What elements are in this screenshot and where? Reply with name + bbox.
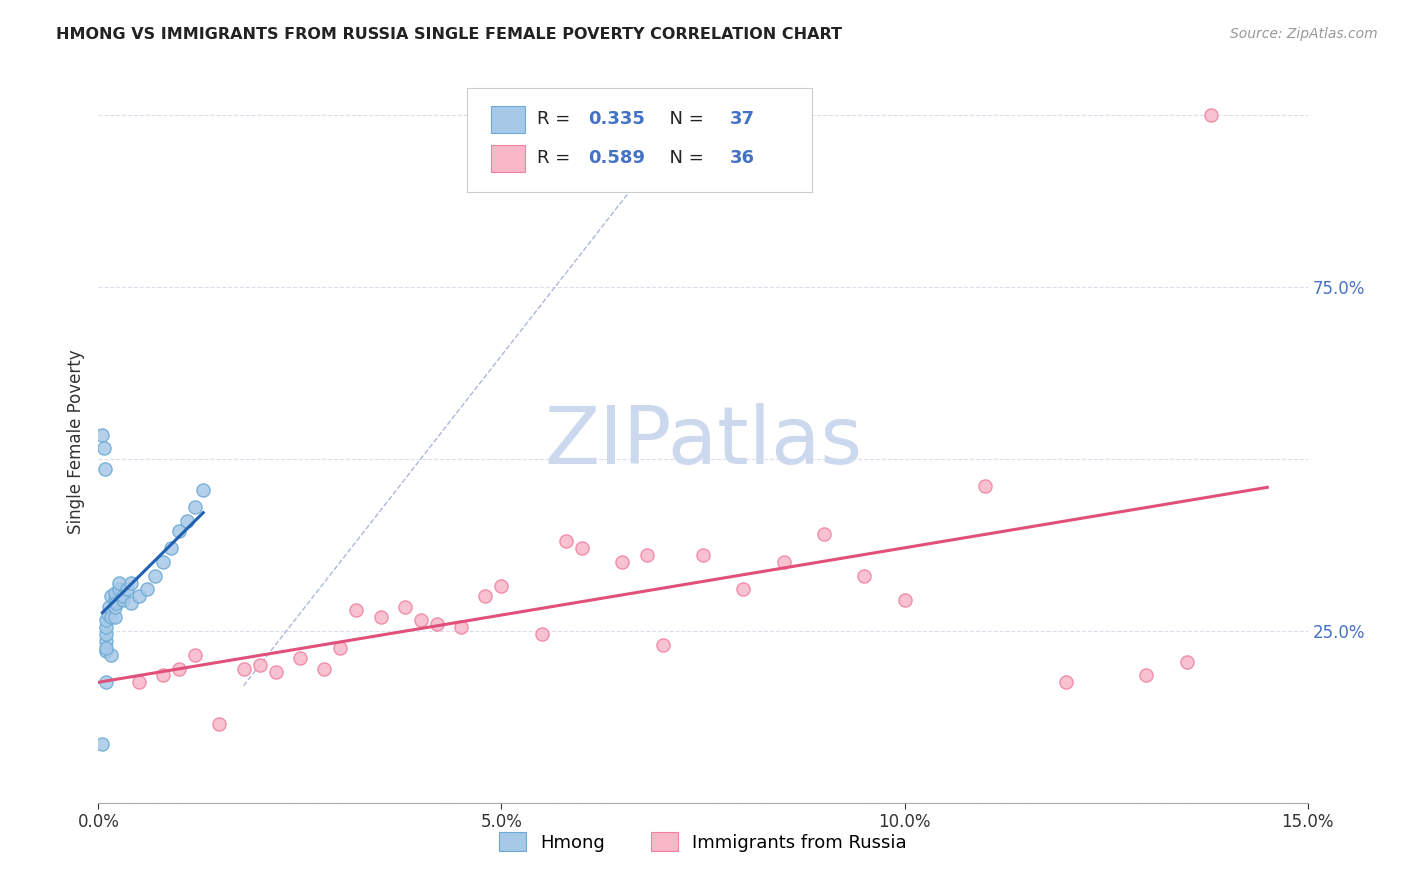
Text: R =: R = (537, 149, 576, 168)
Point (853, 568, 876, 582)
Point (249, 658, 271, 673)
Point (111, 590, 134, 604)
Point (120, 575, 142, 590)
Point (288, 651, 311, 665)
Point (107, 575, 129, 590)
Point (96, 634, 118, 648)
Point (651, 638, 673, 652)
Point (491, 579, 513, 593)
Point (636, 548, 658, 562)
Point (115, 582, 138, 597)
Point (97, 599, 120, 614)
Point (152, 555, 174, 569)
Point (612, 555, 634, 569)
Text: N =: N = (658, 111, 710, 128)
FancyBboxPatch shape (467, 87, 811, 193)
Point (96, 644, 118, 658)
Point (692, 548, 714, 562)
Point (426, 616, 449, 631)
FancyBboxPatch shape (492, 145, 526, 172)
Point (974, 479, 997, 493)
Point (94, 462, 117, 476)
Text: HMONG VS IMMIGRANTS FROM RUSSIA SINGLE FEMALE POVERTY CORRELATION CHART: HMONG VS IMMIGRANTS FROM RUSSIA SINGLE F… (56, 27, 842, 42)
Point (184, 500, 207, 514)
Point (96, 614, 118, 628)
Point (1054, 675, 1077, 690)
Point (394, 599, 416, 614)
Point (93, 442, 115, 456)
Point (184, 648, 207, 662)
Point (91, 427, 114, 442)
Point (193, 483, 215, 497)
Point (208, 716, 231, 731)
Point (96, 620, 118, 634)
Point (450, 620, 472, 634)
Point (128, 590, 150, 604)
Point (107, 582, 129, 597)
Point (264, 665, 287, 679)
Text: 36: 36 (730, 149, 755, 168)
Point (409, 614, 432, 628)
Point (103, 610, 125, 624)
Y-axis label: Single Female Poverty: Single Female Poverty (66, 350, 84, 533)
Point (96, 675, 118, 690)
Text: 0.589: 0.589 (588, 149, 645, 168)
Point (232, 662, 254, 676)
Point (103, 586, 125, 600)
Point (370, 610, 392, 624)
Point (1135, 668, 1157, 682)
Text: ZIPatlas: ZIPatlas (544, 402, 862, 481)
Point (772, 555, 794, 569)
Point (813, 527, 835, 541)
Point (103, 592, 125, 607)
Point (100, 648, 122, 662)
Legend: Hmong, Immigrants from Russia: Hmong, Immigrants from Russia (492, 825, 914, 859)
Point (733, 582, 755, 597)
Text: Source: ZipAtlas.com: Source: ZipAtlas.com (1230, 27, 1378, 41)
FancyBboxPatch shape (492, 105, 526, 133)
Point (143, 568, 166, 582)
Point (91, 737, 114, 751)
Point (135, 582, 157, 597)
Point (530, 627, 553, 641)
Point (96, 627, 118, 641)
Point (103, 599, 125, 614)
Point (105, 596, 128, 610)
Point (555, 534, 578, 549)
Point (167, 662, 190, 676)
Point (97, 607, 120, 621)
Point (893, 592, 915, 607)
Point (176, 514, 198, 528)
Point (167, 524, 190, 538)
Point (100, 610, 122, 624)
Text: 0.335: 0.335 (588, 111, 645, 128)
Point (314, 662, 336, 676)
Point (329, 640, 352, 655)
Point (111, 592, 134, 607)
Point (152, 668, 174, 682)
Point (128, 675, 150, 690)
Text: R =: R = (537, 111, 576, 128)
Point (1175, 655, 1198, 669)
Point (344, 603, 367, 617)
Point (474, 590, 496, 604)
Text: N =: N = (658, 149, 710, 168)
Point (120, 596, 142, 610)
Point (571, 541, 593, 556)
Point (160, 541, 183, 556)
Point (96, 640, 118, 655)
Point (1199, 108, 1222, 122)
Text: 37: 37 (730, 111, 755, 128)
Point (100, 590, 122, 604)
